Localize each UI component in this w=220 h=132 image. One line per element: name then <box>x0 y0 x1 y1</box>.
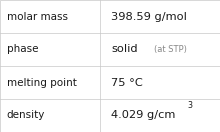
Text: density: density <box>7 110 45 121</box>
Text: 398.59 g/mol: 398.59 g/mol <box>111 11 187 22</box>
Text: 4.029 g/cm: 4.029 g/cm <box>111 110 176 121</box>
Text: molar mass: molar mass <box>7 11 68 22</box>
Text: (at STP): (at STP) <box>154 45 187 54</box>
Text: phase: phase <box>7 44 38 55</box>
Text: solid: solid <box>111 44 138 55</box>
Text: 3: 3 <box>187 101 192 110</box>
Text: 75 °C: 75 °C <box>111 77 143 88</box>
Text: melting point: melting point <box>7 77 77 88</box>
